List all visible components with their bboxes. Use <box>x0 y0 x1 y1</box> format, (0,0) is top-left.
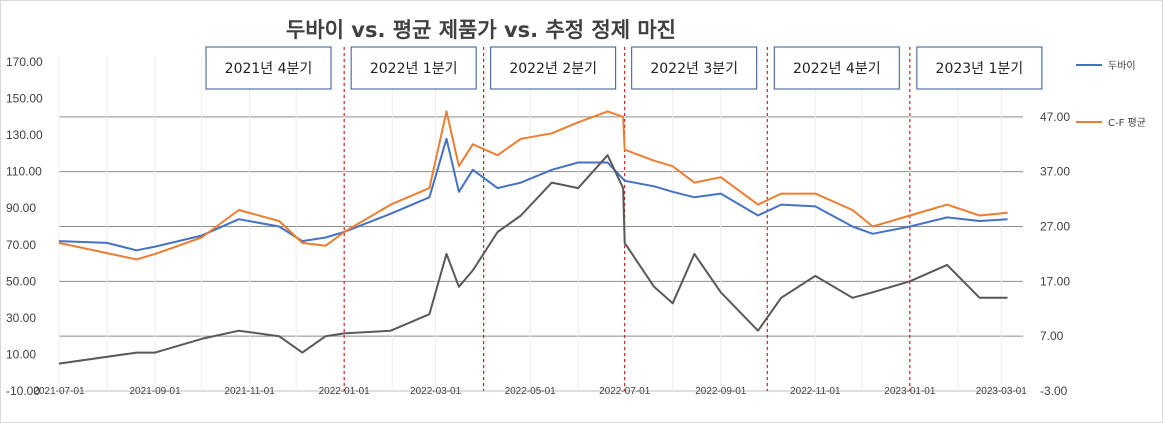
x-tick-label: 2021-07-01 <box>33 386 85 397</box>
left-y-tick-label: 70.00 <box>6 238 36 252</box>
left-y-tick-label: 110.00 <box>6 165 42 179</box>
series-lines <box>58 110 1008 365</box>
legend: 두바이 C-F 평균 <box>1076 60 1146 129</box>
left-y-tick-label: 170.00 <box>6 55 43 69</box>
legend-label: 두바이 <box>1108 60 1136 72</box>
left-y-tick-label: -10.00 <box>6 384 40 398</box>
right-y-axis: -3.00 7.00 17.00 27.00 37.00 47.00 <box>1040 110 1070 398</box>
chart-title: 두바이 vs. 평균 제품가 vs. 추정 정제 마진 <box>286 18 676 42</box>
quarter-label: 2022년 3분기 <box>650 61 738 77</box>
left-y-tick-label: 130.00 <box>6 128 43 142</box>
quarter-label-box <box>350 46 477 90</box>
quarter-label-box <box>916 46 1043 90</box>
right-y-tick-label: 47.00 <box>1040 110 1070 124</box>
month-gridlines <box>58 56 1002 391</box>
x-tick-label: 2022-07-01 <box>599 386 651 397</box>
left-y-tick-label: 30.00 <box>6 311 36 325</box>
gridlines <box>58 56 1023 392</box>
right-y-tick-label: 27.00 <box>1040 220 1070 234</box>
quarter-label: 2022년 4분기 <box>793 61 881 77</box>
x-tick-label: 2021-11-01 <box>224 386 275 397</box>
quarter-dividers <box>343 47 911 391</box>
right-y-tick-label: 7.00 <box>1040 329 1064 343</box>
x-tick-label: 2022-01-01 <box>319 386 371 397</box>
right-y-tick-label: -3.00 <box>1040 384 1068 398</box>
x-axis: 2021-07-01 2021-09-01 2021-11-01 2022-01-01… <box>33 386 1027 397</box>
quarter-label-box <box>773 46 900 90</box>
right-y-tick-label: 17.00 <box>1040 274 1070 288</box>
quarter-label-box <box>490 46 617 90</box>
quarter-label-box <box>205 46 332 90</box>
left-y-tick-label: 50.00 <box>6 274 36 288</box>
x-tick-label: 2022-09-01 <box>695 386 747 397</box>
series-line-0 <box>58 137 1008 252</box>
quarter-label-box <box>631 46 758 90</box>
x-tick-label: 2023-03-01 <box>976 386 1028 397</box>
right-y-tick-label: 37.00 <box>1040 165 1070 179</box>
left-y-tick-label: 10.00 <box>6 347 36 361</box>
left-y-tick-label: 150.00 <box>6 92 43 106</box>
left-y-tick-label: 90.00 <box>6 201 36 215</box>
left-y-axis: -10.00 10.00 30.00 50.00 70.00 90.00 110.00 130… <box>6 55 43 398</box>
x-tick-label: 2022-11-01 <box>790 386 841 397</box>
quarter-labels: 2021년 4분기 2022년 1분기 2022년 2분기 2022년 3분기 2022… <box>205 46 1043 90</box>
quarter-label: 2022년 1분기 <box>370 61 458 77</box>
quarter-label: 2021년 4분기 <box>225 61 313 77</box>
legend-label: C-F 평균 <box>1108 117 1146 129</box>
quarter-label: 2023년 1분기 <box>936 61 1024 77</box>
quarter-label: 2022년 2분기 <box>509 61 597 77</box>
x-tick-label: 2022-03-01 <box>410 386 462 397</box>
x-tick-label: 2022-05-01 <box>505 386 557 397</box>
series-line-1 <box>58 110 1008 261</box>
series-line-2 <box>58 154 1008 365</box>
x-tick-label: 2023-01-01 <box>884 386 936 397</box>
x-tick-label: 2021-09-01 <box>130 386 182 397</box>
